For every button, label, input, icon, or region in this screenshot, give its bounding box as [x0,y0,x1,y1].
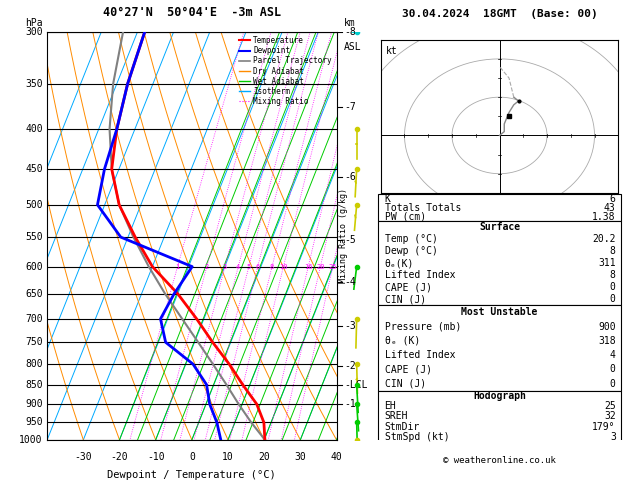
Text: 900: 900 [598,322,616,331]
Text: 4: 4 [610,350,616,360]
Text: 1.38: 1.38 [593,212,616,222]
Text: km: km [344,17,355,28]
Text: 400: 400 [25,124,43,134]
Text: 0: 0 [189,452,195,462]
Text: Pressure (mb): Pressure (mb) [384,322,461,331]
Text: 10: 10 [279,263,287,270]
Text: -6: -6 [344,172,355,182]
Text: 1: 1 [175,263,180,270]
Text: 318: 318 [598,336,616,346]
Text: 2: 2 [204,263,209,270]
Text: Mixing Ratio (g/kg): Mixing Ratio (g/kg) [340,188,348,283]
Text: StmSpd (kt): StmSpd (kt) [384,432,449,442]
Text: Dewpoint / Temperature (°C): Dewpoint / Temperature (°C) [108,470,276,481]
Text: 179°: 179° [593,421,616,432]
Text: 950: 950 [25,417,43,428]
Text: 1000: 1000 [19,435,43,445]
Text: 8: 8 [610,246,616,256]
Text: 0: 0 [610,379,616,389]
Text: Hodograph: Hodograph [473,391,526,401]
Text: 30: 30 [294,452,306,462]
Text: ASL: ASL [344,42,362,52]
Text: 850: 850 [25,380,43,390]
Text: 0: 0 [610,294,616,304]
Text: 25: 25 [328,263,337,270]
Text: 311: 311 [598,258,616,268]
Text: -8: -8 [344,27,355,36]
Text: 550: 550 [25,232,43,242]
Text: -7: -7 [344,102,355,112]
Text: 10: 10 [222,452,234,462]
Text: 350: 350 [25,79,43,89]
Text: 800: 800 [25,359,43,369]
Text: StmDir: StmDir [384,421,420,432]
Text: Surface: Surface [479,223,520,232]
Text: 4: 4 [236,263,240,270]
Text: 700: 700 [25,314,43,324]
Text: CIN (J): CIN (J) [384,379,426,389]
Text: SREH: SREH [384,411,408,421]
Legend: Temperature, Dewpoint, Parcel Trajectory, Dry Adiabat, Wet Adiabat, Isotherm, Mi: Temperature, Dewpoint, Parcel Trajectory… [238,35,333,107]
Text: K: K [384,193,391,204]
Bar [378,305,621,391]
Text: 20.2: 20.2 [593,234,616,244]
Text: -LCL: -LCL [344,380,367,390]
Text: 25: 25 [604,401,616,411]
Text: -30: -30 [74,452,92,462]
Text: 3: 3 [223,263,227,270]
Text: 6: 6 [610,193,616,204]
Bar [378,391,621,442]
Text: hPa: hPa [25,17,43,28]
Text: CAPE (J): CAPE (J) [384,364,431,374]
Text: CAPE (J): CAPE (J) [384,282,431,292]
Text: Lifted Index: Lifted Index [384,270,455,280]
Text: 40°27'N  50°04'E  -3m ASL: 40°27'N 50°04'E -3m ASL [103,6,281,19]
Text: 0: 0 [610,282,616,292]
Text: -1: -1 [344,399,355,409]
Text: -10: -10 [147,452,165,462]
Text: 750: 750 [25,337,43,347]
Text: CIN (J): CIN (J) [384,294,426,304]
Bar [378,194,621,222]
Text: -5: -5 [344,235,355,245]
Text: 16: 16 [304,263,313,270]
Text: Most Unstable: Most Unstable [461,307,538,317]
Text: θₑ(K): θₑ(K) [384,258,414,268]
Text: -3: -3 [344,321,355,331]
Text: Dewp (°C): Dewp (°C) [384,246,437,256]
Text: 40: 40 [331,452,342,462]
Text: 32: 32 [604,411,616,421]
Text: 20: 20 [316,263,325,270]
Text: Temp (°C): Temp (°C) [384,234,437,244]
Text: 450: 450 [25,164,43,174]
Text: -2: -2 [344,361,355,371]
Text: © weatheronline.co.uk: © weatheronline.co.uk [443,456,556,465]
Text: PW (cm): PW (cm) [384,212,426,222]
Text: 900: 900 [25,399,43,409]
Text: -4: -4 [344,277,355,287]
Text: 8: 8 [610,270,616,280]
Bar [378,222,621,305]
Text: 3: 3 [610,432,616,442]
Text: 20: 20 [259,452,270,462]
Text: θₑ (K): θₑ (K) [384,336,420,346]
Text: Lifted Index: Lifted Index [384,350,455,360]
Text: 5: 5 [247,263,251,270]
Text: 600: 600 [25,261,43,272]
Text: 8: 8 [270,263,274,270]
Text: 650: 650 [25,289,43,299]
Text: -20: -20 [111,452,128,462]
Text: EH: EH [384,401,396,411]
Text: 0: 0 [610,364,616,374]
Text: 500: 500 [25,200,43,210]
Text: 6: 6 [255,263,260,270]
Text: 43: 43 [604,203,616,213]
Text: Totals Totals: Totals Totals [384,203,461,213]
Text: 30.04.2024  18GMT  (Base: 00): 30.04.2024 18GMT (Base: 00) [402,9,598,19]
Text: 300: 300 [25,27,43,36]
